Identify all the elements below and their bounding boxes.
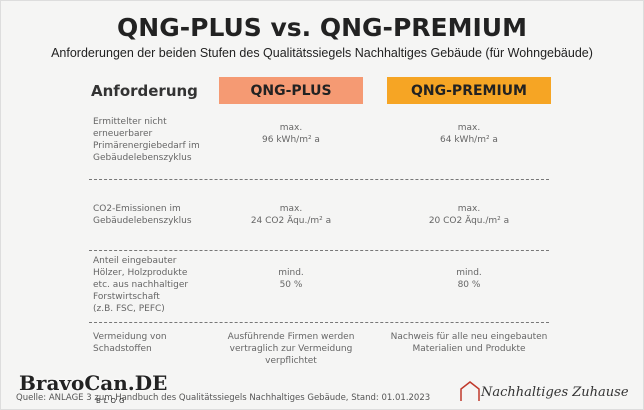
text-line: Forstwirtschaft — [93, 292, 160, 302]
row-separator — [89, 250, 549, 251]
column-header: QNG-PLUS — [219, 77, 363, 104]
requirement-value: Ausführende Firmen werden vertraglich zur… — [213, 331, 369, 367]
text-line: vertraglich zur Vermeidung — [229, 344, 353, 354]
text-line: (z.B. FSC, PEFC) — [93, 304, 165, 314]
text-line: verpflichtet — [265, 356, 317, 366]
text-line: Vermeidung von — [93, 332, 167, 342]
requirement-value: max. 64 kWh/m² a — [381, 122, 557, 146]
source: Quelle: ANLAGE 3 zum Handbuch des Qualit… — [16, 393, 431, 403]
text-line: etc. aus nachhaltiger — [93, 280, 189, 290]
text-line: Gebäudelebenszyklus — [93, 153, 192, 163]
subtitle: Anforderungen der beiden Stufen des Qual… — [51, 46, 593, 60]
text-line: max. — [279, 204, 303, 214]
text-line: Hölzer, Holzprodukte — [93, 268, 188, 278]
watermark: BravoCan.DE — [19, 371, 168, 395]
text-line: Materialien und Produkte — [412, 344, 526, 354]
text-line: mind. — [456, 268, 482, 278]
requirement-value: max. 20 CO2 Äqu./m² a — [381, 203, 557, 227]
text-line: 24 CO2 Äqu./m² a — [250, 216, 332, 226]
text-line: 20 CO2 Äqu./m² a — [428, 216, 510, 226]
text-line: erneuerbarer — [93, 129, 153, 139]
column-header: Anforderung — [91, 81, 198, 100]
text-line: Primärenergiebedarf im — [93, 141, 200, 151]
text-line: max. — [279, 123, 303, 133]
row-separator — [89, 322, 549, 323]
requirement-value: max. 96 kWh/m² a — [213, 122, 369, 146]
text-line: 96 kWh/m² a — [262, 135, 320, 145]
requirement-label: Vermeidung von Schadstoffen — [93, 331, 218, 355]
text-line: max. — [457, 123, 481, 133]
requirement-label: CO2-Emissionen im Gebäudelebenszyklus — [93, 203, 218, 227]
text-line: Ausführende Firmen werden — [227, 332, 355, 342]
text-line: Anteil eingebauter — [93, 256, 177, 266]
text-line: 80 % — [457, 280, 481, 290]
requirement-label: Anteil eingebauter Hölzer, Holzprodukte et… — [93, 255, 218, 315]
logo: Nachhaltiges Zuhause — [481, 385, 629, 400]
text-line: 50 % — [279, 280, 303, 290]
text-line: Schadstoffen — [93, 344, 152, 354]
column-header: QNG-PREMIUM — [387, 77, 551, 104]
text-line: Ermittelter nicht — [93, 117, 167, 127]
logo-icon — [460, 381, 480, 401]
watermark-sub: BLOG — [96, 397, 128, 405]
text-line: mind. — [278, 268, 304, 278]
row-separator — [89, 179, 549, 180]
text-line: Nachweis für alle neu eingebauten — [390, 332, 548, 342]
requirement-label: Ermittelter nicht erneuerbarer Primärenerg… — [93, 116, 218, 164]
text-line: Gebäudelebenszyklus — [93, 216, 192, 226]
text-line: CO2-Emissionen im — [93, 204, 181, 214]
requirement-value: Nachweis für alle neu eingebauten Materia… — [381, 331, 557, 355]
requirement-value: mind. 50 % — [213, 267, 369, 291]
requirement-value: max. 24 CO2 Äqu./m² a — [213, 203, 369, 227]
requirement-value: mind. 80 % — [381, 267, 557, 291]
title: QNG-PLUS vs. QNG-PREMIUM — [117, 13, 527, 42]
text-line: max. — [457, 204, 481, 214]
text-line: 64 kWh/m² a — [440, 135, 498, 145]
